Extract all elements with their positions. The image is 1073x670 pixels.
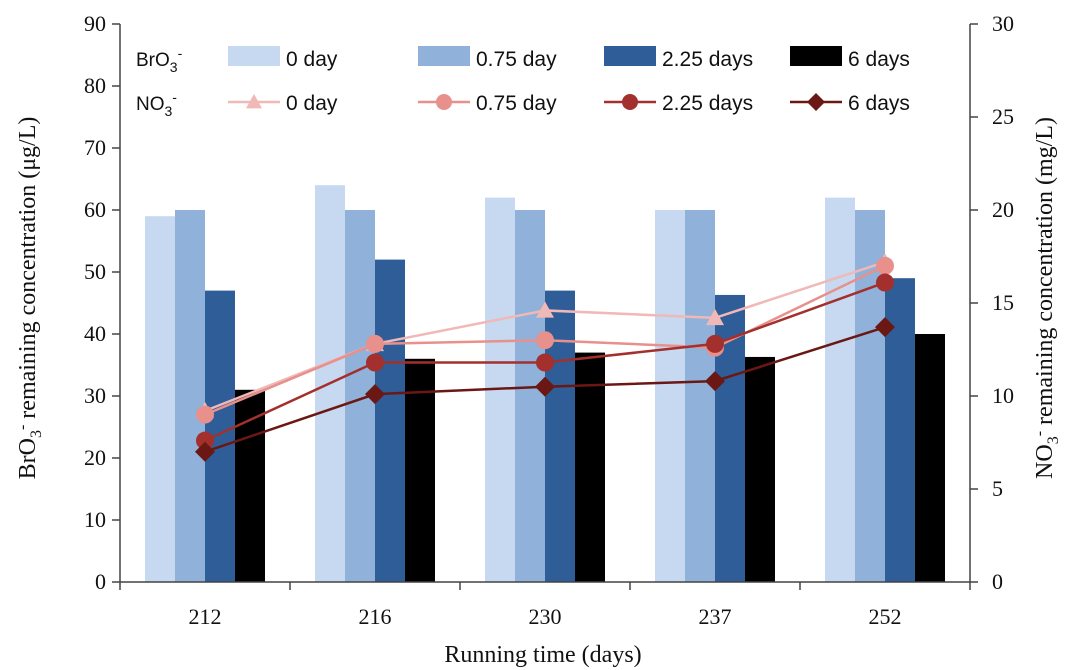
- y-left-tick-label: 80: [84, 73, 106, 98]
- line-point: [807, 93, 825, 111]
- bar: [515, 210, 545, 582]
- y-axis-right-title: NO3- remaining concentration (mg/L): [1031, 117, 1062, 479]
- y-left-tick-label: 50: [84, 259, 106, 284]
- legend-swatch: [228, 46, 280, 66]
- line-point: [536, 301, 554, 318]
- line-point: [875, 317, 895, 338]
- legend-prefix: NO3-: [136, 89, 177, 119]
- y-axis-left-title: BrO3- remaining concentration (μg/L): [14, 117, 45, 480]
- line-point: [536, 353, 554, 372]
- bar: [175, 210, 205, 582]
- y-right-tick-label: 5: [992, 476, 1003, 501]
- legend: BrO3- NO3- 0 day 0.75 day 2.25 days 6 days 0 d…: [136, 45, 910, 119]
- legend-label: 0.75 day: [476, 92, 557, 115]
- bar: [825, 197, 855, 582]
- y-right-tick-label: 20: [992, 197, 1014, 222]
- y-left-tick-label: 10: [84, 507, 106, 532]
- bar: [235, 389, 265, 582]
- y-right-tick-label: 25: [992, 104, 1014, 129]
- bar-layer: [145, 185, 945, 582]
- line-point: [536, 331, 554, 350]
- y-left-tick-label: 60: [84, 197, 106, 222]
- y-right-tick-label: 15: [992, 290, 1014, 315]
- legend-swatch: [790, 46, 842, 66]
- y-left-tick-label: 30: [84, 383, 106, 408]
- line-layer: [195, 253, 895, 462]
- legend-label: 0 day: [286, 92, 338, 115]
- legend-label: 6 days: [848, 48, 910, 71]
- y-left-tick-label: 70: [84, 135, 106, 160]
- legend-swatch: [604, 46, 656, 66]
- line-point: [436, 94, 452, 110]
- y-right-tick-label: 0: [992, 569, 1003, 594]
- x-axis-title: Running time (days): [444, 642, 641, 668]
- line-point: [366, 334, 384, 353]
- line-point: [706, 334, 724, 353]
- bar: [375, 259, 405, 582]
- line-point: [622, 94, 638, 110]
- line-point: [366, 353, 384, 372]
- line-point: [706, 308, 724, 326]
- x-tick-label: 237: [699, 604, 732, 629]
- line-point: [705, 371, 725, 392]
- bar: [655, 210, 685, 582]
- legend-label: 0 day: [286, 48, 338, 71]
- legend-label: 2.25 days: [662, 48, 753, 71]
- bar: [915, 334, 945, 582]
- legend-prefix: BrO3-: [136, 45, 183, 75]
- line-point: [876, 256, 894, 275]
- y-left-tick-label: 0: [95, 569, 106, 594]
- line-point: [535, 376, 555, 397]
- line-point: [196, 431, 214, 450]
- x-tick-label: 230: [529, 604, 562, 629]
- line-point: [876, 273, 894, 292]
- line-point: [246, 94, 262, 109]
- y-right-tick-label: 10: [992, 383, 1014, 408]
- x-tick-label: 216: [359, 604, 392, 629]
- bar: [405, 358, 435, 582]
- y-left-tick-label: 40: [84, 321, 106, 346]
- legend-label: 0.75 day: [476, 48, 557, 71]
- line-point: [195, 441, 215, 462]
- legend-label: 2.25 days: [662, 92, 753, 115]
- bar: [745, 356, 775, 582]
- legend-label: 6 days: [848, 92, 910, 115]
- x-tick-label: 212: [189, 604, 222, 629]
- x-tick-label: 252: [869, 604, 902, 629]
- y-right-tick-label: 30: [992, 11, 1014, 36]
- bar: [575, 352, 605, 582]
- bar: [145, 216, 175, 582]
- y-left-tick-label: 90: [84, 11, 106, 36]
- bar: [685, 210, 715, 582]
- line-point: [196, 405, 214, 424]
- legend-swatch: [418, 46, 470, 66]
- line-point: [365, 384, 385, 405]
- y-left-tick-label: 20: [84, 445, 106, 470]
- axes-layer: 0 10 20 30 40 50 60 70 80 90 0 5 10 15 20 25 30 212 216 230…: [84, 11, 1014, 629]
